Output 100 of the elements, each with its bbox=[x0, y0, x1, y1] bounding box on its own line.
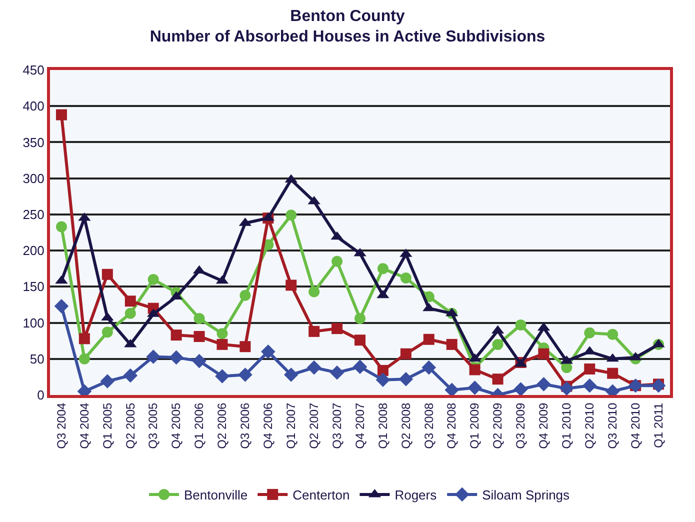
x-tick-label: Q1 2009 bbox=[468, 402, 482, 449]
x-tick-label: Q1 2005 bbox=[100, 402, 114, 449]
x-tick-label: Q4 2006 bbox=[261, 402, 276, 449]
y-tick-label: 100 bbox=[22, 315, 44, 330]
x-tick-label: Q4 2010 bbox=[628, 402, 642, 449]
x-tick-label: Q3 2005 bbox=[146, 402, 160, 449]
point bbox=[377, 364, 388, 376]
point bbox=[56, 221, 67, 232]
point bbox=[492, 338, 504, 350]
point bbox=[584, 327, 596, 338]
point bbox=[607, 328, 618, 340]
point bbox=[306, 360, 322, 375]
x-tick-label: Q2 2008 bbox=[398, 402, 413, 449]
x-tick-label: Q2 2005 bbox=[123, 402, 138, 449]
point bbox=[146, 350, 160, 364]
x-tick-label: Q1 2011 bbox=[651, 402, 666, 448]
legend-label: Rogers bbox=[394, 488, 438, 503]
chart-title: Benton County Number of Absorbed Houses in Active Subdivisions bbox=[150, 8, 546, 46]
point bbox=[78, 333, 90, 344]
x-tick-label: Q4 2008 bbox=[444, 402, 459, 449]
x-tick-label: Q3 2006 bbox=[238, 402, 252, 449]
x-tick-label: Q3 2009 bbox=[514, 402, 528, 449]
x-tick-label: Q4 2005 bbox=[169, 402, 184, 449]
x-tick-label: Q2 2007 bbox=[306, 402, 321, 449]
x-tick-label: Q3 2004 bbox=[54, 402, 68, 449]
point bbox=[560, 381, 574, 395]
point bbox=[54, 299, 69, 314]
point bbox=[423, 334, 434, 345]
x-tick-label: Q3 2010 bbox=[605, 402, 620, 449]
point bbox=[102, 326, 113, 338]
point bbox=[376, 372, 390, 387]
x-tick-label: Q2 2006 bbox=[215, 402, 230, 449]
y-tick-label: 200 bbox=[22, 243, 44, 258]
point bbox=[238, 368, 252, 382]
point bbox=[377, 263, 388, 274]
x-tick-label: Q3 2008 bbox=[422, 402, 436, 449]
x-tick-label: Q4 2004 bbox=[77, 402, 92, 449]
point bbox=[240, 290, 251, 301]
x-tick-label: Q1 2008 bbox=[376, 402, 390, 449]
point bbox=[284, 368, 298, 382]
x-tick-label: Q4 2009 bbox=[536, 402, 551, 449]
point bbox=[194, 331, 205, 342]
point bbox=[216, 328, 228, 340]
point bbox=[354, 334, 366, 346]
point bbox=[398, 372, 414, 386]
y-tick-label: 450 bbox=[22, 62, 44, 78]
legend-label: Siloam Springs bbox=[482, 488, 570, 503]
x-tick-label: Q4 2007 bbox=[352, 402, 367, 449]
y-tick-label: 300 bbox=[22, 170, 44, 186]
point bbox=[169, 350, 184, 365]
point bbox=[332, 323, 343, 334]
point bbox=[102, 268, 113, 280]
point bbox=[261, 344, 276, 359]
point bbox=[354, 312, 366, 324]
point bbox=[536, 377, 551, 392]
y-tick-label: 150 bbox=[22, 279, 44, 294]
point bbox=[400, 272, 412, 284]
x-tick-label: Q1 2006 bbox=[192, 402, 206, 449]
point bbox=[240, 341, 251, 352]
y-tick-label: 350 bbox=[22, 134, 44, 150]
y-tick-label: 50 bbox=[30, 351, 44, 366]
point bbox=[170, 330, 182, 341]
x-tick-label: Q2 2009 bbox=[490, 402, 505, 449]
x-tick-label: Q3 2007 bbox=[330, 402, 344, 449]
x-tick-label: Q1 2010 bbox=[560, 402, 574, 449]
point bbox=[446, 338, 458, 350]
point bbox=[56, 109, 67, 120]
point bbox=[194, 312, 205, 324]
point bbox=[100, 374, 115, 388]
point bbox=[584, 364, 596, 374]
legend-label: Centerton bbox=[292, 488, 350, 503]
point bbox=[651, 378, 666, 393]
point bbox=[286, 280, 297, 291]
point bbox=[78, 353, 90, 364]
point bbox=[192, 354, 206, 368]
point bbox=[422, 360, 436, 375]
point bbox=[215, 369, 230, 384]
point bbox=[538, 348, 550, 360]
point bbox=[514, 382, 528, 395]
y-tick-label: 250 bbox=[22, 206, 44, 222]
point bbox=[286, 210, 297, 221]
point bbox=[468, 380, 482, 395]
point bbox=[332, 256, 343, 267]
y-tick-label: 400 bbox=[22, 98, 44, 114]
point bbox=[148, 274, 159, 285]
point bbox=[308, 286, 320, 298]
x-tick-label: Q2 2010 bbox=[582, 402, 597, 449]
point bbox=[582, 378, 597, 393]
point bbox=[515, 319, 526, 330]
point bbox=[492, 374, 504, 385]
point bbox=[400, 348, 412, 360]
point bbox=[123, 368, 138, 383]
point bbox=[216, 338, 228, 350]
point bbox=[308, 326, 320, 337]
point bbox=[124, 296, 136, 307]
y-tick-label: 0 bbox=[37, 388, 44, 403]
legend-label: Bentonville bbox=[184, 488, 248, 503]
point bbox=[607, 368, 618, 379]
point bbox=[124, 308, 136, 319]
point bbox=[352, 360, 368, 374]
